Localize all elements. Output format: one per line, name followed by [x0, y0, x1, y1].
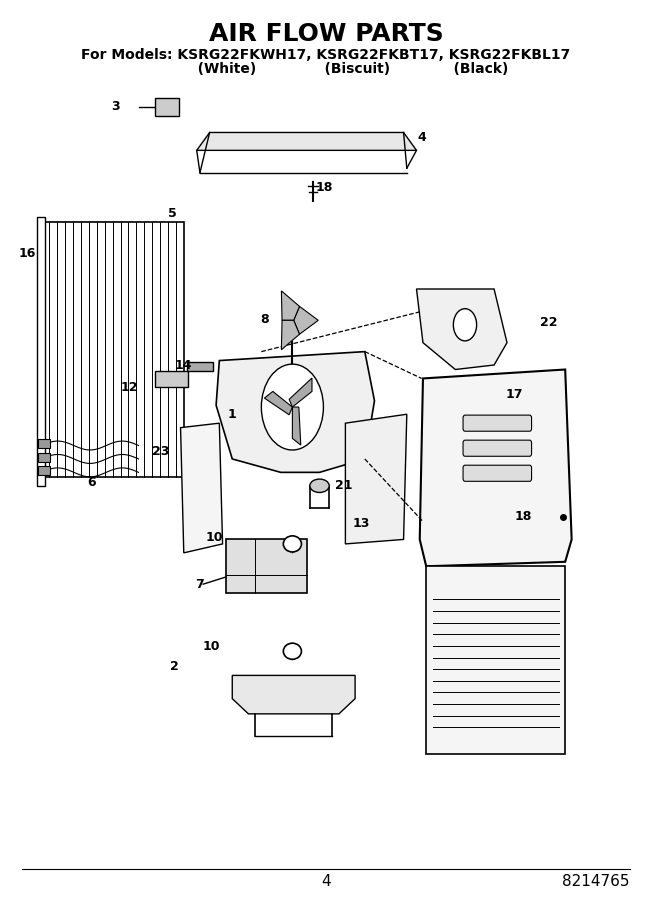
Bar [155, 372, 188, 387]
Polygon shape [420, 370, 572, 566]
Text: 12: 12 [120, 381, 138, 394]
Text: AIR FLOW PARTS: AIR FLOW PARTS [209, 22, 443, 46]
Circle shape [453, 309, 477, 341]
Polygon shape [282, 291, 299, 320]
Text: 14: 14 [175, 359, 192, 373]
Circle shape [261, 364, 323, 450]
Ellipse shape [310, 479, 329, 492]
Bar [37, 218, 45, 486]
Polygon shape [181, 423, 222, 553]
Bar [155, 98, 179, 116]
Text: 18: 18 [316, 182, 333, 194]
Text: 10: 10 [202, 640, 220, 653]
FancyBboxPatch shape [463, 465, 531, 482]
Text: 3: 3 [111, 100, 120, 113]
Polygon shape [426, 566, 565, 754]
Ellipse shape [284, 536, 301, 552]
Bar [38, 453, 50, 462]
Polygon shape [216, 352, 374, 473]
Text: 10: 10 [206, 531, 224, 544]
Text: 4: 4 [417, 131, 426, 144]
Text: 18: 18 [514, 509, 532, 523]
Polygon shape [232, 675, 355, 714]
Bar [187, 363, 213, 372]
Ellipse shape [284, 644, 301, 660]
Text: 4: 4 [321, 874, 331, 888]
Bar [38, 439, 50, 448]
Text: 21: 21 [335, 480, 353, 492]
Text: 16: 16 [19, 247, 36, 260]
Polygon shape [293, 306, 318, 334]
Text: 13: 13 [353, 517, 370, 530]
Polygon shape [417, 289, 507, 370]
Text: For Models: KSRG22FKWH17, KSRG22FKBT17, KSRG22FKBL17: For Models: KSRG22FKWH17, KSRG22FKBT17, … [82, 48, 570, 62]
Polygon shape [346, 414, 407, 544]
Text: (White)              (Biscuit)             (Black): (White) (Biscuit) (Black) [144, 62, 508, 76]
Text: 2: 2 [170, 660, 179, 673]
Polygon shape [282, 320, 299, 350]
Text: 7: 7 [196, 578, 204, 590]
Polygon shape [289, 378, 312, 407]
Bar [42, 222, 184, 477]
Text: 23: 23 [153, 446, 170, 458]
Bar [226, 539, 306, 593]
Polygon shape [265, 392, 292, 415]
Polygon shape [292, 407, 301, 446]
Text: 8: 8 [260, 313, 269, 326]
Text: 8214765: 8214765 [562, 874, 630, 888]
Text: 6: 6 [87, 476, 96, 489]
FancyBboxPatch shape [463, 415, 531, 431]
Text: 17: 17 [506, 388, 524, 401]
FancyBboxPatch shape [463, 440, 531, 456]
Text: 5: 5 [168, 207, 177, 220]
Bar [38, 466, 50, 475]
Polygon shape [197, 132, 417, 150]
Text: 1: 1 [228, 408, 237, 420]
Text: 22: 22 [541, 316, 557, 328]
